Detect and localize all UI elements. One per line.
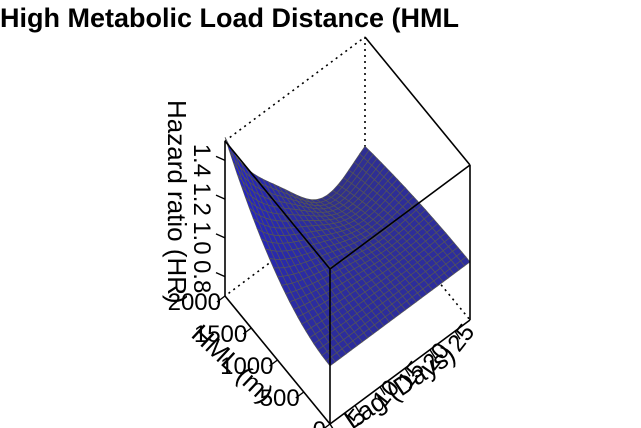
x-tick-label: 500 <box>260 385 300 412</box>
box-edge-back-top <box>224 36 366 142</box>
y-tick-mark <box>379 386 386 396</box>
z-tick-label: 1.0 <box>188 221 215 254</box>
z-tick-mark <box>215 194 226 200</box>
z-tick-mark <box>215 233 226 239</box>
x-tick-mark <box>269 359 278 367</box>
hazard-surface <box>224 137 471 367</box>
y-tick-mark <box>404 367 411 377</box>
x-tick-label: 2000 <box>168 289 221 316</box>
x-tick-mark <box>216 295 226 303</box>
y-axis-label: Lag (Days) <box>339 339 461 428</box>
box-edge-top-left <box>224 140 331 270</box>
x-tick-mark <box>323 423 331 428</box>
x-tick-mark <box>295 391 305 399</box>
z-tick-mark <box>215 271 226 278</box>
z-axis-ticks: 0.8 1.0 1.2 1.4 <box>188 144 226 293</box>
y-tick-mark <box>329 423 334 428</box>
x-tick-label: 0 <box>313 417 326 428</box>
box-edge-back-left <box>224 191 366 297</box>
box-edge-lag-axis <box>329 319 471 425</box>
z-tick-label: 0.8 <box>188 260 215 293</box>
z-tick-mark <box>215 155 226 162</box>
box-edge-top-right <box>329 164 471 270</box>
x-tick-label: 1500 <box>194 321 247 348</box>
surface-facet <box>224 137 235 160</box>
z-tick-label: 1.4 <box>188 144 215 177</box>
y-tick-mark <box>354 405 361 414</box>
box-front-edges <box>224 36 471 425</box>
y-tick-mark <box>429 349 436 359</box>
z-tick-label: 1.2 <box>188 182 215 215</box>
y-tick-mark <box>454 330 461 340</box>
x-axis-ticks: 0 500 1000 1500 2000 <box>168 289 331 428</box>
x-tick-mark <box>242 327 252 335</box>
box-back-edges <box>224 36 471 321</box>
z-axis-label: Hazard ratio (HR) <box>162 100 192 304</box>
box-edge-top-back <box>364 36 471 166</box>
x-tick-label: 1000 <box>220 353 273 380</box>
chart-title: High Metabolic Load Distance (HML <box>0 3 459 33</box>
